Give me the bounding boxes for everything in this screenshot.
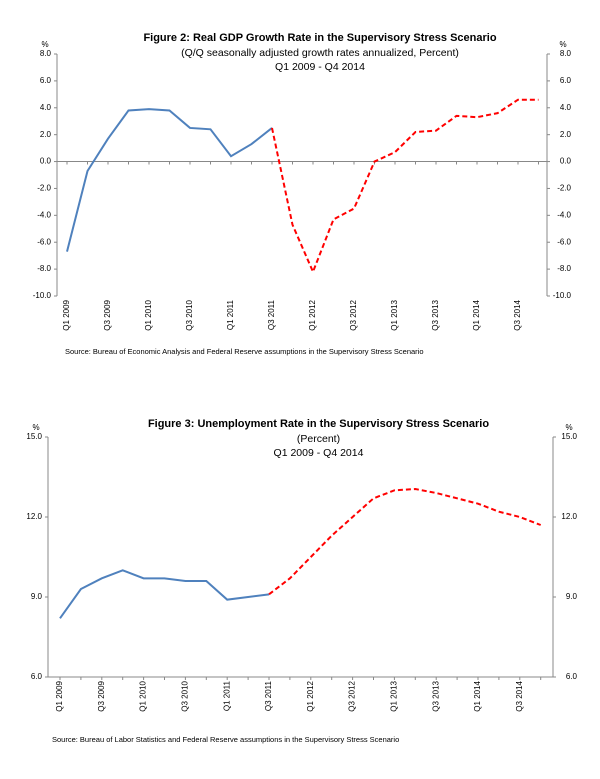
source-note: Source: Bureau of Labor Statistics and F…: [52, 735, 399, 744]
y2-unit: %: [565, 423, 572, 432]
x-tick-label: Q3 2014: [515, 680, 524, 711]
data-line: [271, 98, 539, 275]
y2-tick-label: 6.0: [560, 76, 572, 85]
x-tick-label: Q3 2012: [349, 299, 358, 330]
x-tick-label: Q1 2010: [139, 680, 148, 711]
x-tick-label: Q3 2010: [185, 299, 194, 330]
y2-tick-label: -4.0: [557, 210, 571, 219]
y-tick-label: -4.0: [37, 210, 51, 219]
x-tick-label: Q1 2010: [144, 299, 153, 330]
x-tick-label: Q3 2013: [431, 299, 440, 330]
y-tick-label: 4.0: [40, 103, 52, 112]
y-tick-label: 0.0: [40, 157, 52, 166]
x-tick-label: Q1 2014: [473, 680, 482, 711]
x-tick-label: Q1 2012: [306, 680, 315, 711]
x-tick-label: Q1 2013: [390, 299, 399, 330]
x-tick-label: Q3 2012: [348, 680, 357, 711]
y2-tick-label: 15.0: [561, 432, 577, 441]
y-tick-label: 8.0: [40, 49, 52, 58]
x-tick-label: Q3 2009: [97, 680, 106, 711]
data-line: [66, 108, 273, 252]
x-tick-label: Q3 2011: [267, 299, 276, 330]
x-tick-label: Q3 2010: [181, 680, 190, 711]
y2-tick-label: 12.0: [561, 512, 577, 521]
chart-title: Figure 3: Unemployment Rate in the Super…: [148, 418, 489, 430]
y-tick-label: 9.0: [31, 592, 43, 601]
y2-tick-label: 9.0: [566, 592, 578, 601]
source-note: Source: Bureau of Economic Analysis and …: [65, 347, 424, 356]
y2-tick-label: 2.0: [560, 130, 572, 139]
y-tick-label: 6.0: [40, 76, 52, 85]
chart-subtitle: (Percent): [297, 433, 340, 445]
y-unit: %: [32, 423, 39, 432]
data-line: [59, 569, 270, 619]
y2-tick-label: 6.0: [566, 672, 578, 681]
y-tick-label: -6.0: [37, 237, 51, 246]
x-tick-label: Q1 2012: [308, 299, 317, 330]
chart-subtitle: (Q/Q seasonally adjusted growth rates an…: [181, 47, 459, 59]
data-line: [268, 487, 542, 596]
x-tick-label: Q1 2011: [222, 680, 231, 711]
chart-title: Figure 2: Real GDP Growth Rate in the Su…: [143, 32, 496, 44]
x-tick-label: Q1 2011: [226, 299, 235, 330]
y2-tick-label: -6.0: [557, 237, 571, 246]
y-tick-label: 6.0: [31, 672, 43, 681]
y2-unit: %: [559, 40, 566, 49]
y2-tick-label: 8.0: [560, 49, 572, 58]
y-tick-label: -8.0: [37, 264, 51, 273]
chart-period: Q1 2009 - Q4 2014: [275, 61, 365, 73]
x-tick-label: Q1 2009: [55, 680, 64, 711]
y2-tick-label: 0.0: [560, 157, 572, 166]
y-tick-label: -2.0: [37, 184, 51, 193]
y2-tick-label: -8.0: [557, 264, 571, 273]
y2-tick-label: -10.0: [553, 291, 572, 300]
y2-tick-label: -2.0: [557, 184, 571, 193]
x-tick-label: Q3 2013: [431, 680, 440, 711]
y-tick-label: 12.0: [26, 512, 42, 521]
y-tick-label: 15.0: [26, 432, 42, 441]
x-tick-label: Q1 2009: [62, 299, 71, 330]
x-tick-label: Q3 2014: [513, 299, 522, 330]
x-tick-label: Q1 2013: [390, 680, 399, 711]
chart-period: Q1 2009 - Q4 2014: [274, 447, 364, 459]
y-tick-label: -10.0: [33, 291, 52, 300]
x-tick-label: Q3 2011: [264, 680, 273, 711]
y2-tick-label: 4.0: [560, 103, 572, 112]
y-tick-label: 2.0: [40, 130, 52, 139]
x-tick-label: Q3 2009: [103, 299, 112, 330]
x-tick-label: Q1 2014: [472, 299, 481, 330]
y-unit: %: [41, 40, 48, 49]
